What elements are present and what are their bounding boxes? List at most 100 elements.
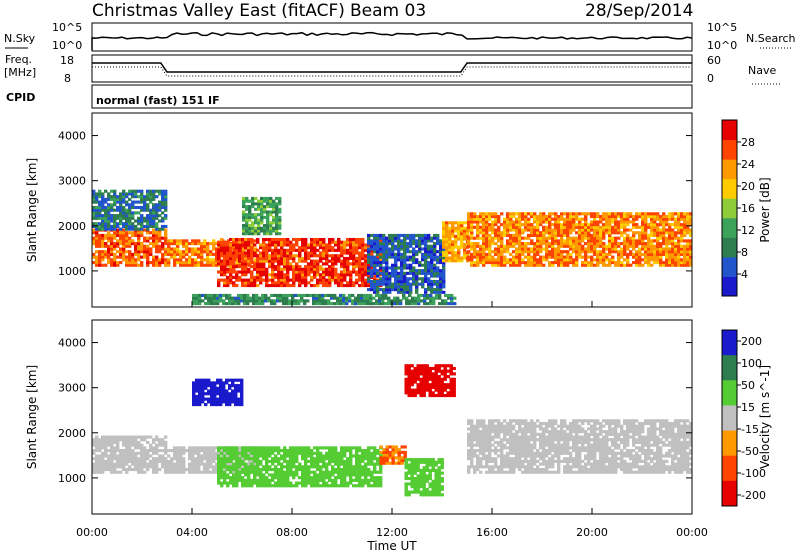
heatmap-cell xyxy=(539,244,543,248)
heatmap-cell xyxy=(322,462,326,466)
heatmap-cell xyxy=(328,473,332,477)
heatmap-cell xyxy=(223,254,227,258)
heatmap-cell xyxy=(313,273,317,277)
heatmap-cell xyxy=(125,454,129,458)
heatmap-cell xyxy=(479,214,483,219)
heatmap-cell xyxy=(596,242,600,246)
heatmap-cell xyxy=(566,231,570,235)
heatmap-cell xyxy=(277,254,281,258)
heatmap-cell xyxy=(207,302,211,306)
heatmap-cell xyxy=(158,205,162,210)
heatmap-cell xyxy=(653,220,657,224)
heatmap-cell xyxy=(391,244,395,248)
heatmap-cell xyxy=(677,225,681,229)
heatmap-cell xyxy=(220,262,224,266)
heatmap-cell xyxy=(265,273,269,277)
heatmap-cell xyxy=(179,446,183,450)
heatmap-cell xyxy=(467,217,471,221)
heatmap-cell xyxy=(262,246,266,250)
heatmap-cell xyxy=(451,229,455,233)
heatmap-cell xyxy=(355,237,359,242)
heatmap-cell xyxy=(226,262,230,266)
heatmap-cell xyxy=(128,255,132,259)
heatmap-cell xyxy=(470,236,474,240)
heatmap-cell xyxy=(488,214,492,219)
heatmap-cell xyxy=(107,449,111,453)
heatmap-cell xyxy=(128,189,132,193)
heatmap-cell xyxy=(367,242,371,246)
heatmap-cell xyxy=(653,252,657,256)
heatmap-cell xyxy=(593,231,597,235)
heatmap-cell xyxy=(430,236,434,240)
heatmap-cell xyxy=(387,296,391,300)
heatmap-cell xyxy=(524,236,528,240)
heatmap-cell xyxy=(200,260,204,265)
heatmap-cell xyxy=(256,473,260,477)
heatmap-cell xyxy=(527,252,531,256)
heatmap-cell xyxy=(134,250,138,254)
heatmap-cell xyxy=(432,296,436,300)
heatmap-cell xyxy=(451,259,455,263)
heatmap-cell xyxy=(271,278,275,282)
heatmap-cell xyxy=(104,255,108,259)
heatmap-cell xyxy=(119,239,123,243)
heatmap-cell xyxy=(343,449,347,453)
heatmap-cell xyxy=(605,225,609,229)
heatmap-cell xyxy=(197,255,201,259)
heatmap-cell xyxy=(439,279,443,284)
heatmap-cell xyxy=(277,265,281,269)
heatmap-cell xyxy=(509,223,513,227)
heatmap-cell xyxy=(254,215,258,219)
heatmap-cell xyxy=(146,197,150,201)
heatmap-cell xyxy=(307,273,311,277)
heatmap-cell xyxy=(289,473,293,477)
heatmap-cell xyxy=(291,302,295,306)
heatmap-cell xyxy=(659,244,663,248)
heatmap-cell xyxy=(430,266,434,270)
heatmap-cell xyxy=(488,239,492,243)
heatmap-cell xyxy=(277,470,281,474)
heatmap-cell xyxy=(250,470,254,474)
heatmap-cell xyxy=(423,293,427,298)
heatmap-cell xyxy=(373,263,377,267)
heatmap-cell xyxy=(476,223,480,227)
heatmap-cell xyxy=(235,275,239,279)
heatmap-cell xyxy=(289,283,293,288)
heatmap-cell xyxy=(647,242,651,246)
heatmap-cell xyxy=(173,451,177,455)
heatmap-cell xyxy=(560,252,564,256)
heatmap-cell xyxy=(173,260,177,265)
heatmap-cell xyxy=(521,236,525,240)
heatmap-cell xyxy=(95,454,99,458)
heatmap-cell xyxy=(406,233,410,238)
heatmap-cell xyxy=(403,271,407,275)
heatmap-cell xyxy=(518,242,522,246)
heatmap-cell xyxy=(206,467,210,472)
heatmap-cell xyxy=(488,244,492,248)
heatmap-cell xyxy=(122,457,126,461)
heatmap-cell xyxy=(521,214,525,219)
heatmap-cell xyxy=(98,462,102,466)
heatmap-cell xyxy=(433,236,437,240)
heatmap-cell xyxy=(259,259,263,263)
heatmap-cell xyxy=(131,451,135,455)
heatmap-cell xyxy=(518,255,522,259)
heatmap-cell xyxy=(403,242,407,246)
heatmap-cell xyxy=(575,231,579,235)
heatmap-cell xyxy=(385,285,389,289)
heatmap-cell xyxy=(378,299,382,303)
heatmap-cell xyxy=(119,438,123,442)
heatmap-cell xyxy=(92,208,96,212)
heatmap-cell xyxy=(226,281,230,285)
heatmap-cell xyxy=(246,302,250,306)
heatmap-cell xyxy=(665,214,669,219)
heatmap-cell xyxy=(155,208,159,212)
heatmap-cell xyxy=(128,203,132,207)
heatmap-cell xyxy=(204,302,208,306)
heatmap-cell xyxy=(289,248,293,252)
heatmap-cell xyxy=(635,212,639,216)
heatmap-cell xyxy=(134,231,138,235)
heatmap-cell xyxy=(388,239,392,243)
heatmap-cell xyxy=(321,296,325,300)
